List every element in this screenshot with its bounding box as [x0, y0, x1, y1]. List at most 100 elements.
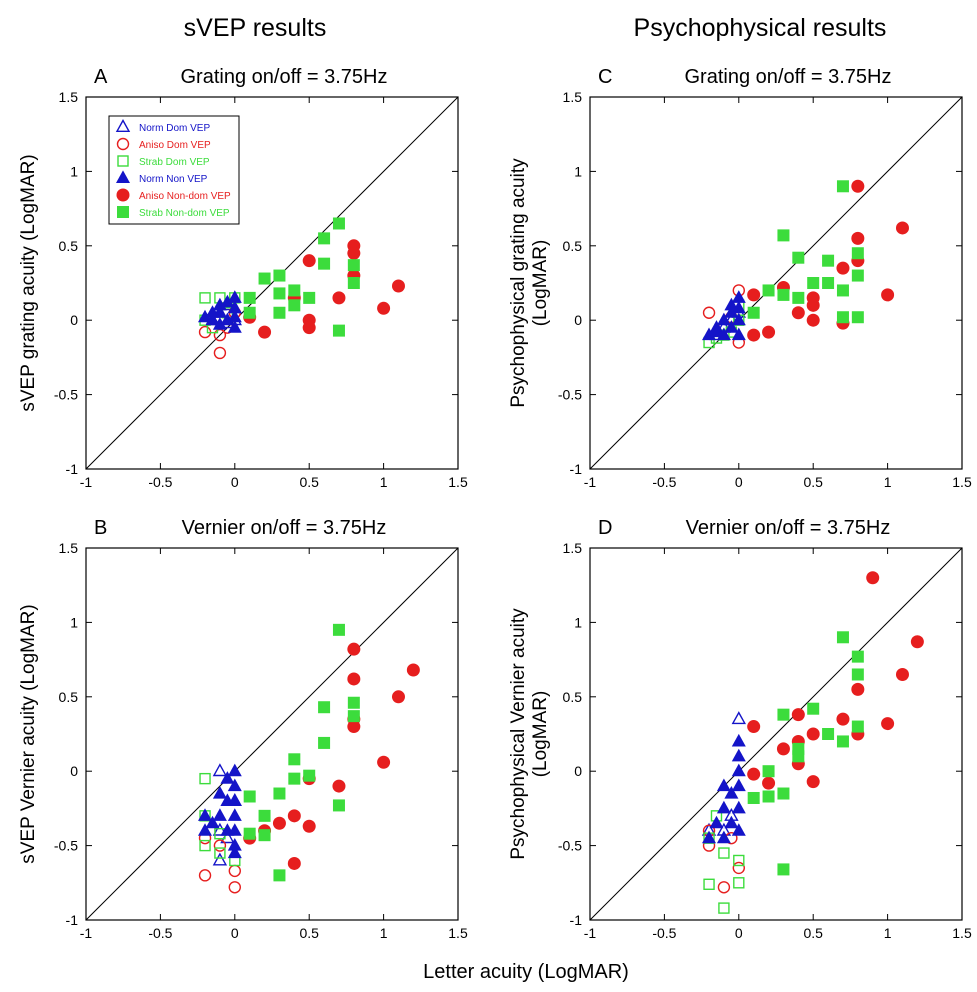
- data-point-strab-nondom: [347, 710, 360, 723]
- x-tick-label: 1.5: [952, 925, 972, 941]
- data-point-strab-nondom: [273, 869, 286, 882]
- data-point-strab-dom: [199, 772, 211, 785]
- data-point-aniso-dom: [702, 306, 716, 319]
- data-point-strab-nondom: [303, 291, 316, 304]
- panel-letter: D: [598, 517, 612, 539]
- data-point-strab-nondom: [273, 306, 286, 319]
- data-point-norm-nondom: [731, 778, 746, 792]
- data-point-aniso-nondom: [806, 313, 820, 327]
- data-point-norm-nondom: [227, 823, 242, 836]
- data-point-norm-nondom: [227, 793, 242, 806]
- y-tick-label: 0: [574, 763, 582, 779]
- legend-marker: [116, 170, 130, 183]
- data-point-strab-nondom: [851, 269, 864, 282]
- data-point-strab-nondom: [332, 799, 345, 812]
- data-point-norm-nondom: [220, 294, 235, 308]
- data-point-aniso-nondom: [377, 755, 391, 769]
- data-point-norm-nondom: [227, 290, 242, 303]
- x-tick-label: 1: [884, 925, 892, 941]
- data-point-strab-nondom: [318, 701, 331, 714]
- data-point-norm-nondom: [205, 312, 220, 326]
- x-tick-label: 0.5: [299, 474, 319, 490]
- x-tick-label: -1: [584, 474, 597, 490]
- legend-box: [108, 115, 240, 225]
- data-point-norm-nondom: [198, 823, 212, 836]
- data-point-aniso-nondom: [391, 690, 405, 704]
- plot-frame: [589, 547, 963, 921]
- panel-title: Grating on/off = 3.75Hz: [685, 66, 892, 88]
- y-tick-label: -1: [570, 461, 583, 477]
- data-point-strab-nondom: [318, 232, 331, 245]
- data-point-norm-nondom: [731, 748, 746, 762]
- data-point-norm-dom: [731, 711, 746, 725]
- data-point-strab-nondom: [762, 765, 775, 778]
- panel-c: -1 -0.5 0 0.5 1 1.5 -1 -0.5 0 0.5 1 1.5 C Grating on/…: [508, 66, 972, 490]
- data-point-strab-nondom: [273, 287, 286, 300]
- data-point-strab-dom: [733, 877, 745, 889]
- data-point-norm-nondom: [731, 290, 746, 303]
- identity-line: [86, 548, 458, 920]
- data-point-norm-nondom: [724, 815, 739, 829]
- identity-line: [86, 97, 458, 469]
- legend-entry: Aniso Dom VEP: [139, 140, 211, 151]
- data-point-strab-nondom: [347, 696, 360, 709]
- data-point-norm-nondom: [716, 312, 731, 326]
- data-point-strab-nondom: [792, 750, 805, 763]
- y-axis-label: sVEP Vernier acuity (LogMAR): [18, 604, 39, 863]
- y-tick-label: 1.5: [563, 540, 583, 556]
- y-tick-label: 1.5: [59, 540, 79, 556]
- data-point-aniso-dom: [717, 881, 731, 894]
- data-point-strab-nondom: [273, 269, 286, 282]
- data-point-norm-nondom: [220, 771, 235, 784]
- data-point-aniso-nondom: [302, 819, 316, 833]
- data-point-aniso-nondom: [895, 667, 909, 681]
- data-point-norm-dom: [212, 763, 228, 777]
- y-tick-label: -0.5: [54, 387, 78, 403]
- panel-b: -1 -0.5 0 0.5 1 1.5 -1 -0.5 0 0.5 1 1.5 B Vernier on/…: [18, 517, 468, 941]
- data-point-norm-nondom: [227, 300, 242, 314]
- x-tick-label: 1: [380, 474, 388, 490]
- data-point-strab-dom: [214, 847, 226, 859]
- x-tick-label: 1.5: [952, 474, 972, 490]
- y-tick-label: -0.5: [558, 838, 582, 854]
- data-point-aniso-nondom: [851, 231, 865, 245]
- data-point-strab-nondom: [777, 708, 790, 721]
- data-point-aniso-nondom: [881, 288, 895, 302]
- data-point-strab-dom: [199, 839, 211, 852]
- data-point-aniso-dom: [228, 864, 242, 878]
- x-tick-label: -0.5: [652, 925, 676, 941]
- data-point-aniso-nondom: [836, 712, 850, 726]
- data-point-aniso-nondom: [258, 325, 272, 339]
- data-point-strab-nondom: [851, 720, 864, 733]
- x-tick-label: 1: [380, 925, 388, 941]
- y-tick-label: -0.5: [558, 387, 582, 403]
- x-tick-label: 1.5: [448, 925, 468, 941]
- panel-letter: B: [94, 517, 107, 539]
- data-point-aniso-nondom: [287, 856, 301, 870]
- data-point-aniso-nondom: [406, 663, 420, 677]
- data-point-strab-nondom: [762, 790, 775, 803]
- y-tick-label: -1: [570, 912, 583, 928]
- data-point-aniso-nondom: [791, 708, 805, 722]
- data-point-norm-nondom: [709, 324, 724, 338]
- data-point-norm-nondom: [716, 778, 731, 792]
- data-point-strab-nondom: [807, 277, 820, 289]
- x-tick-label: 1: [884, 474, 892, 490]
- y-tick-label: -1: [66, 912, 79, 928]
- data-point-strab-dom: [733, 854, 745, 867]
- data-point-strab-nondom: [318, 257, 331, 270]
- data-point-strab-nondom: [288, 753, 301, 766]
- x-tick-label: 0.5: [299, 925, 319, 941]
- data-point-strab-nondom: [347, 277, 360, 289]
- data-point-norm-nondom: [724, 786, 739, 799]
- data-point-aniso-nondom: [347, 720, 361, 734]
- identity-line: [590, 97, 962, 469]
- data-point-aniso-nondom: [762, 776, 776, 790]
- panel-title: Vernier on/off = 3.75Hz: [686, 517, 891, 539]
- legend-marker: [115, 119, 131, 133]
- y-tick-label: 1.5: [59, 89, 79, 105]
- data-point-strab-nondom: [332, 324, 345, 337]
- x-tick-label: -1: [80, 474, 93, 490]
- data-point-norm-nondom: [198, 309, 212, 323]
- data-area: [86, 548, 458, 920]
